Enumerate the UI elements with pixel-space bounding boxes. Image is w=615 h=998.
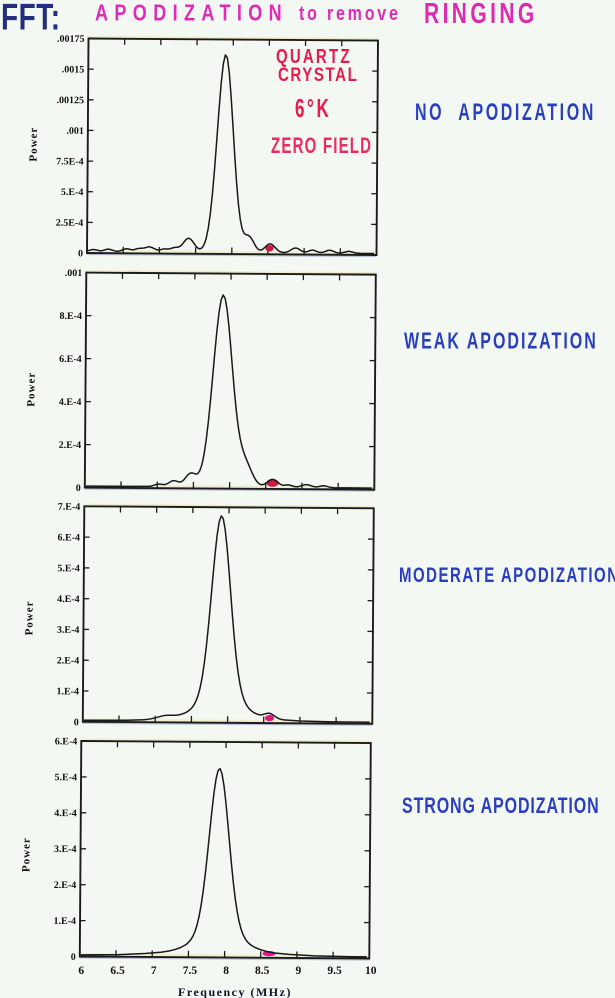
svg-text:9: 9 (296, 965, 302, 977)
svg-text:2.E-4: 2.E-4 (59, 440, 82, 451)
svg-text:1.E-4: 1.E-4 (56, 686, 79, 697)
svg-text:7.E-4: 7.E-4 (58, 502, 81, 513)
svg-text:2.E-4: 2.E-4 (54, 880, 77, 891)
svg-text:8.5: 8.5 (255, 965, 270, 977)
svg-text:7.5: 7.5 (183, 965, 198, 977)
svg-text:0: 0 (76, 483, 81, 494)
svg-text:6.5: 6.5 (110, 965, 125, 977)
svg-text:6: 6 (78, 965, 84, 977)
svg-text:9.5: 9.5 (327, 965, 342, 977)
svg-text:0: 0 (78, 248, 83, 259)
svg-text:4.E-4: 4.E-4 (59, 397, 82, 408)
svg-text:.00175: .00175 (57, 34, 85, 45)
svg-text:Power: Power (20, 837, 32, 872)
svg-text:8: 8 (223, 965, 229, 977)
svg-text:8.E-4: 8.E-4 (59, 311, 82, 322)
svg-text:Power: Power (25, 372, 37, 407)
svg-text:Frequency (MHz): Frequency (MHz) (178, 985, 292, 998)
svg-text:2.E-4: 2.E-4 (57, 656, 80, 667)
svg-text:.001: .001 (65, 268, 83, 279)
svg-text:Power: Power (23, 600, 35, 635)
svg-text:3.E-4: 3.E-4 (57, 625, 80, 636)
svg-text:4.E-4: 4.E-4 (54, 808, 77, 819)
svg-text:2.5E-4: 2.5E-4 (56, 218, 84, 229)
svg-text:0: 0 (74, 717, 79, 728)
svg-text:0: 0 (71, 952, 76, 963)
svg-text:7: 7 (151, 965, 157, 977)
svg-text:6.E-4: 6.E-4 (58, 532, 81, 543)
svg-text:.0015: .0015 (62, 64, 85, 75)
svg-text:5.E-4: 5.E-4 (57, 563, 80, 574)
svg-text:Power: Power (28, 127, 40, 162)
svg-text:7.5E-4: 7.5E-4 (56, 156, 84, 167)
svg-text:4.E-4: 4.E-4 (57, 594, 80, 605)
svg-text:1.E-4: 1.E-4 (54, 916, 77, 927)
svg-text:10: 10 (365, 965, 377, 977)
svg-text:.00125: .00125 (57, 95, 85, 106)
svg-text:3.E-4: 3.E-4 (54, 844, 77, 855)
svg-text:.001: .001 (66, 126, 84, 137)
svg-text:6.E-4: 6.E-4 (59, 354, 82, 365)
svg-text:5.E-4: 5.E-4 (61, 187, 84, 198)
svg-text:5.E-4: 5.E-4 (55, 772, 78, 783)
svg-text:6.E-4: 6.E-4 (55, 736, 78, 747)
